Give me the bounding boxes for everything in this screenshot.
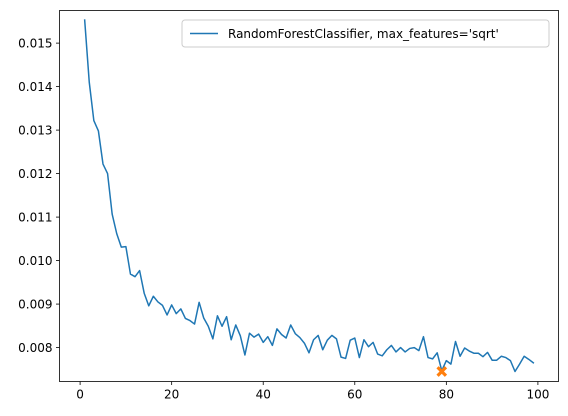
y-tick-label: 0.014 — [18, 80, 52, 94]
x-tick-label: 0 — [76, 388, 84, 402]
y-tick-label: 0.013 — [18, 123, 52, 137]
x-tick-label: 20 — [164, 388, 179, 402]
y-tick-label: 0.009 — [18, 297, 52, 311]
legend-label: RandomForestClassifier, max_features='sq… — [228, 27, 499, 41]
y-tick-label: 0.015 — [18, 36, 52, 50]
x-tick-label: 60 — [347, 388, 362, 402]
legend: RandomForestClassifier, max_features='sq… — [182, 20, 549, 47]
y-tick-label: 0.011 — [18, 210, 52, 224]
x-tick-label: 100 — [526, 388, 549, 402]
x-tick-label: 80 — [439, 388, 454, 402]
x-tick-label: 40 — [256, 388, 271, 402]
y-tick-label: 0.008 — [18, 341, 52, 355]
y-tick-label: 0.012 — [18, 167, 52, 181]
y-tick-label: 0.010 — [18, 254, 52, 268]
